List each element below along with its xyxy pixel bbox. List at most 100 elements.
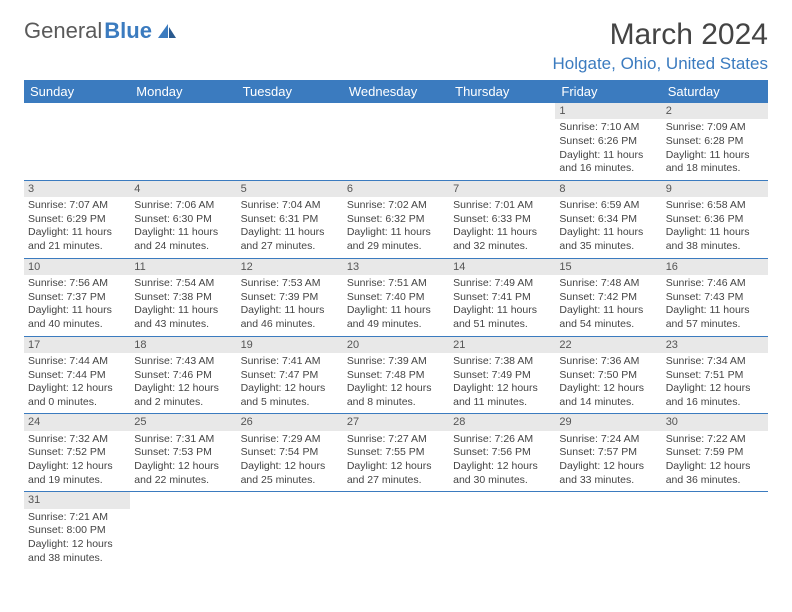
- calendar-cell: 28Sunrise: 7:26 AMSunset: 7:56 PMDayligh…: [449, 414, 555, 492]
- day-details: Sunrise: 7:27 AMSunset: 7:55 PMDaylight:…: [343, 431, 449, 492]
- calendar-table: Sunday Monday Tuesday Wednesday Thursday…: [24, 80, 768, 569]
- calendar-cell: [130, 492, 236, 569]
- day-details: Sunrise: 7:51 AMSunset: 7:40 PMDaylight:…: [343, 275, 449, 336]
- calendar-cell: 21Sunrise: 7:38 AMSunset: 7:49 PMDayligh…: [449, 336, 555, 414]
- day-details: Sunrise: 7:39 AMSunset: 7:48 PMDaylight:…: [343, 353, 449, 414]
- calendar-cell: 15Sunrise: 7:48 AMSunset: 7:42 PMDayligh…: [555, 258, 661, 336]
- day-details: Sunrise: 7:49 AMSunset: 7:41 PMDaylight:…: [449, 275, 555, 336]
- day-details: Sunrise: 7:48 AMSunset: 7:42 PMDaylight:…: [555, 275, 661, 336]
- day-number: 23: [662, 337, 768, 353]
- calendar-cell: [555, 492, 661, 569]
- day-details: Sunrise: 7:06 AMSunset: 6:30 PMDaylight:…: [130, 197, 236, 258]
- day-details: Sunrise: 6:58 AMSunset: 6:36 PMDaylight:…: [662, 197, 768, 258]
- calendar-row: 17Sunrise: 7:44 AMSunset: 7:44 PMDayligh…: [24, 336, 768, 414]
- weekday-header: Thursday: [449, 80, 555, 103]
- calendar-cell: 17Sunrise: 7:44 AMSunset: 7:44 PMDayligh…: [24, 336, 130, 414]
- day-number: 31: [24, 492, 130, 508]
- day-number: 22: [555, 337, 661, 353]
- calendar-cell: 1Sunrise: 7:10 AMSunset: 6:26 PMDaylight…: [555, 103, 661, 180]
- day-details: Sunrise: 7:38 AMSunset: 7:49 PMDaylight:…: [449, 353, 555, 414]
- calendar-cell: 3Sunrise: 7:07 AMSunset: 6:29 PMDaylight…: [24, 180, 130, 258]
- calendar-row: 10Sunrise: 7:56 AMSunset: 7:37 PMDayligh…: [24, 258, 768, 336]
- day-details: Sunrise: 7:21 AMSunset: 8:00 PMDaylight:…: [24, 509, 130, 570]
- calendar-cell: [24, 103, 130, 180]
- calendar-row: 24Sunrise: 7:32 AMSunset: 7:52 PMDayligh…: [24, 414, 768, 492]
- logo-text-general: General: [24, 18, 102, 44]
- day-number: 13: [343, 259, 449, 275]
- calendar-cell: [662, 492, 768, 569]
- day-number: 20: [343, 337, 449, 353]
- day-details: Sunrise: 7:31 AMSunset: 7:53 PMDaylight:…: [130, 431, 236, 492]
- day-number: 25: [130, 414, 236, 430]
- calendar-row: 3Sunrise: 7:07 AMSunset: 6:29 PMDaylight…: [24, 180, 768, 258]
- day-number: 27: [343, 414, 449, 430]
- calendar-cell: 22Sunrise: 7:36 AMSunset: 7:50 PMDayligh…: [555, 336, 661, 414]
- calendar-cell: [237, 492, 343, 569]
- day-number: 29: [555, 414, 661, 430]
- calendar-cell: 9Sunrise: 6:58 AMSunset: 6:36 PMDaylight…: [662, 180, 768, 258]
- day-number: 16: [662, 259, 768, 275]
- day-number: 26: [237, 414, 343, 430]
- calendar-cell: [343, 103, 449, 180]
- day-details: Sunrise: 7:24 AMSunset: 7:57 PMDaylight:…: [555, 431, 661, 492]
- calendar-cell: 30Sunrise: 7:22 AMSunset: 7:59 PMDayligh…: [662, 414, 768, 492]
- calendar-cell: 31Sunrise: 7:21 AMSunset: 8:00 PMDayligh…: [24, 492, 130, 569]
- day-number: 10: [24, 259, 130, 275]
- day-details: Sunrise: 7:53 AMSunset: 7:39 PMDaylight:…: [237, 275, 343, 336]
- day-details: Sunrise: 7:26 AMSunset: 7:56 PMDaylight:…: [449, 431, 555, 492]
- day-number: 17: [24, 337, 130, 353]
- calendar-cell: 4Sunrise: 7:06 AMSunset: 6:30 PMDaylight…: [130, 180, 236, 258]
- logo: GeneralBlue: [24, 18, 178, 44]
- day-details: Sunrise: 7:56 AMSunset: 7:37 PMDaylight:…: [24, 275, 130, 336]
- day-number: 30: [662, 414, 768, 430]
- calendar-cell: 14Sunrise: 7:49 AMSunset: 7:41 PMDayligh…: [449, 258, 555, 336]
- calendar-row: 1Sunrise: 7:10 AMSunset: 6:26 PMDaylight…: [24, 103, 768, 180]
- calendar-cell: [237, 103, 343, 180]
- location: Holgate, Ohio, United States: [553, 54, 768, 74]
- day-details: Sunrise: 7:07 AMSunset: 6:29 PMDaylight:…: [24, 197, 130, 258]
- day-number: 1: [555, 103, 661, 119]
- day-details: Sunrise: 7:36 AMSunset: 7:50 PMDaylight:…: [555, 353, 661, 414]
- day-details: Sunrise: 7:29 AMSunset: 7:54 PMDaylight:…: [237, 431, 343, 492]
- day-number: 3: [24, 181, 130, 197]
- day-number: 15: [555, 259, 661, 275]
- day-number: 24: [24, 414, 130, 430]
- day-details: Sunrise: 7:09 AMSunset: 6:28 PMDaylight:…: [662, 119, 768, 180]
- header: GeneralBlue March 2024 Holgate, Ohio, Un…: [24, 18, 768, 74]
- day-number: 5: [237, 181, 343, 197]
- day-details: Sunrise: 7:04 AMSunset: 6:31 PMDaylight:…: [237, 197, 343, 258]
- weekday-header-row: Sunday Monday Tuesday Wednesday Thursday…: [24, 80, 768, 103]
- day-details: Sunrise: 7:32 AMSunset: 7:52 PMDaylight:…: [24, 431, 130, 492]
- calendar-cell: 20Sunrise: 7:39 AMSunset: 7:48 PMDayligh…: [343, 336, 449, 414]
- title-block: March 2024 Holgate, Ohio, United States: [553, 18, 768, 74]
- calendar-cell: 16Sunrise: 7:46 AMSunset: 7:43 PMDayligh…: [662, 258, 768, 336]
- weekday-header: Monday: [130, 80, 236, 103]
- calendar-cell: [343, 492, 449, 569]
- day-details: Sunrise: 7:22 AMSunset: 7:59 PMDaylight:…: [662, 431, 768, 492]
- calendar-cell: 19Sunrise: 7:41 AMSunset: 7:47 PMDayligh…: [237, 336, 343, 414]
- calendar-cell: [449, 492, 555, 569]
- day-details: Sunrise: 7:34 AMSunset: 7:51 PMDaylight:…: [662, 353, 768, 414]
- weekday-header: Sunday: [24, 80, 130, 103]
- day-number: 12: [237, 259, 343, 275]
- day-details: Sunrise: 7:46 AMSunset: 7:43 PMDaylight:…: [662, 275, 768, 336]
- day-number: 19: [237, 337, 343, 353]
- day-number: 8: [555, 181, 661, 197]
- day-details: Sunrise: 7:10 AMSunset: 6:26 PMDaylight:…: [555, 119, 661, 180]
- day-number: 11: [130, 259, 236, 275]
- weekday-header: Tuesday: [237, 80, 343, 103]
- day-details: Sunrise: 7:44 AMSunset: 7:44 PMDaylight:…: [24, 353, 130, 414]
- calendar-cell: 24Sunrise: 7:32 AMSunset: 7:52 PMDayligh…: [24, 414, 130, 492]
- day-number: 14: [449, 259, 555, 275]
- day-number: 18: [130, 337, 236, 353]
- calendar-row: 31Sunrise: 7:21 AMSunset: 8:00 PMDayligh…: [24, 492, 768, 569]
- calendar-cell: 2Sunrise: 7:09 AMSunset: 6:28 PMDaylight…: [662, 103, 768, 180]
- calendar-cell: [130, 103, 236, 180]
- logo-text-blue: Blue: [104, 18, 152, 44]
- day-number: 9: [662, 181, 768, 197]
- calendar-cell: 29Sunrise: 7:24 AMSunset: 7:57 PMDayligh…: [555, 414, 661, 492]
- day-number: 2: [662, 103, 768, 119]
- day-number: 21: [449, 337, 555, 353]
- calendar-cell: 10Sunrise: 7:56 AMSunset: 7:37 PMDayligh…: [24, 258, 130, 336]
- calendar-cell: 26Sunrise: 7:29 AMSunset: 7:54 PMDayligh…: [237, 414, 343, 492]
